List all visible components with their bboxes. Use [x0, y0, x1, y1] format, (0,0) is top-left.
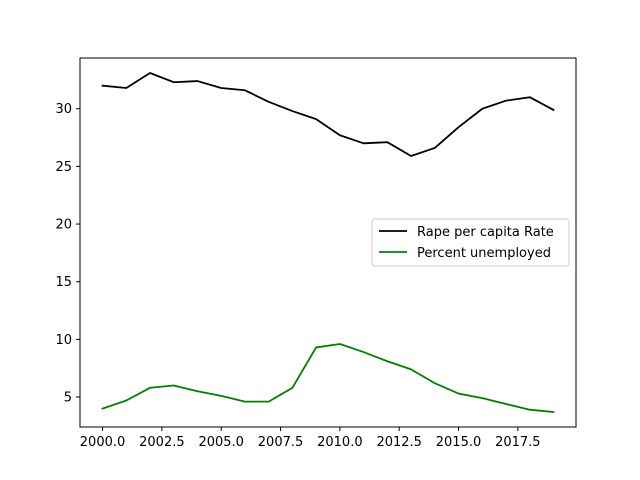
series-line-1: [101, 343, 555, 413]
legend-box: [371, 218, 570, 267]
x-tick-label: 2015.0: [436, 435, 482, 450]
legend-label: Rape per capita Rate: [417, 225, 554, 240]
y-tick-label: 10: [55, 333, 72, 348]
x-tick-label: 2017.5: [495, 435, 541, 450]
x-tick-label: 2012.5: [376, 435, 422, 450]
y-tick-label: 15: [55, 275, 72, 290]
y-tick-label: 5: [64, 391, 72, 406]
series-line-0: [101, 72, 555, 157]
x-tick-label: 2005.0: [198, 435, 244, 450]
y-axis: 5 10 15 20 25 30: [55, 102, 80, 406]
x-axis: 2000.0 2002.5 2005.0 2007.5 2010.0 2012.5 2015…: [80, 427, 541, 450]
x-tick-label: 2010.0: [317, 435, 363, 450]
x-tick-label: 2000.0: [80, 435, 126, 450]
series-layer: [101, 72, 555, 413]
plot-frame: [79, 57, 577, 428]
y-tick-label: 25: [55, 160, 72, 175]
legend: Rape per capita Rate Percent unemployed: [371, 218, 570, 267]
legend-label: Percent unemployed: [417, 246, 551, 261]
x-tick-label: 2002.5: [139, 435, 185, 450]
x-tick-label: 2007.5: [258, 435, 304, 450]
y-tick-label: 30: [55, 102, 72, 117]
y-tick-label: 20: [55, 218, 72, 233]
